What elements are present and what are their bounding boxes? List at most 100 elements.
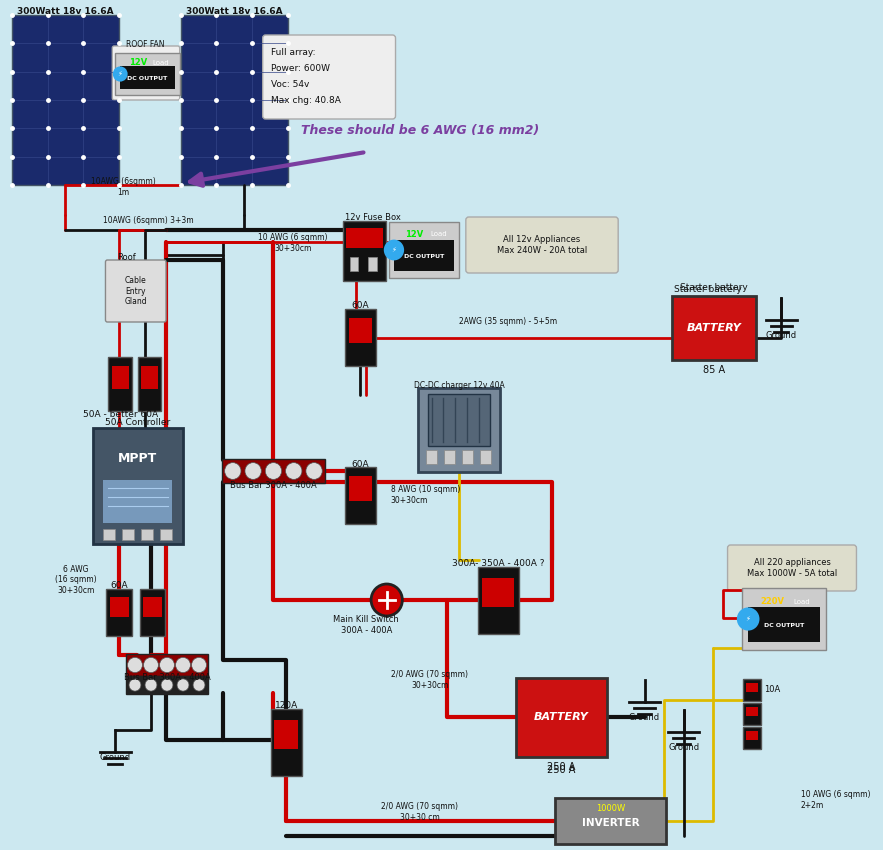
Text: Roof: Roof [117, 252, 136, 262]
FancyBboxPatch shape [140, 589, 165, 636]
FancyBboxPatch shape [160, 529, 172, 540]
Circle shape [127, 657, 142, 672]
Text: 50A - better 60A: 50A - better 60A [82, 410, 158, 418]
FancyBboxPatch shape [746, 707, 758, 716]
FancyBboxPatch shape [343, 221, 386, 281]
Circle shape [145, 679, 157, 691]
Text: 220V: 220V [760, 597, 784, 606]
Text: 60A: 60A [351, 302, 369, 310]
FancyBboxPatch shape [116, 53, 180, 95]
FancyBboxPatch shape [466, 217, 618, 273]
Circle shape [285, 462, 302, 479]
Text: 12V: 12V [129, 58, 147, 67]
FancyBboxPatch shape [480, 450, 491, 464]
Text: Ground: Ground [668, 744, 699, 752]
Text: 2/0 AWG (70 sqmm)
30+30 cm: 2/0 AWG (70 sqmm) 30+30 cm [381, 802, 458, 822]
FancyBboxPatch shape [394, 240, 454, 271]
Circle shape [176, 657, 191, 672]
Text: Load: Load [153, 60, 170, 65]
Circle shape [193, 679, 205, 691]
FancyBboxPatch shape [112, 46, 180, 100]
FancyBboxPatch shape [746, 731, 758, 740]
FancyBboxPatch shape [427, 394, 490, 446]
Text: DC OUTPUT: DC OUTPUT [404, 254, 444, 258]
Text: 10AWG (6sqmm) 3+3m: 10AWG (6sqmm) 3+3m [102, 216, 193, 224]
Text: 1m: 1m [117, 188, 129, 196]
Text: 85 A: 85 A [703, 365, 725, 375]
Text: Starter battery: Starter battery [680, 284, 748, 292]
FancyBboxPatch shape [743, 679, 761, 701]
Text: 2AWG (35 sqmm) - 5+5m: 2AWG (35 sqmm) - 5+5m [459, 318, 557, 326]
Text: BATTERY: BATTERY [686, 323, 741, 333]
Text: 300Watt 18v 16.6A: 300Watt 18v 16.6A [186, 7, 283, 15]
Text: DC-DC charger 12v 40A: DC-DC charger 12v 40A [413, 381, 504, 389]
FancyBboxPatch shape [122, 529, 134, 540]
FancyBboxPatch shape [109, 597, 129, 617]
Text: 10A: 10A [764, 685, 780, 694]
Text: 10 AWG (6 sqmm)
30+30cm: 10 AWG (6 sqmm) 30+30cm [258, 233, 328, 252]
Text: Cable
Entry
Gland: Cable Entry Gland [125, 276, 147, 306]
FancyBboxPatch shape [263, 35, 396, 119]
FancyBboxPatch shape [141, 529, 153, 540]
FancyBboxPatch shape [120, 66, 175, 89]
Circle shape [265, 462, 282, 479]
Circle shape [371, 584, 403, 616]
FancyBboxPatch shape [444, 450, 455, 464]
FancyBboxPatch shape [389, 222, 459, 278]
Text: 10AWG (6sqmm): 10AWG (6sqmm) [91, 177, 155, 185]
FancyBboxPatch shape [105, 260, 166, 322]
FancyBboxPatch shape [111, 366, 129, 389]
Text: 60A: 60A [110, 581, 128, 591]
Circle shape [161, 679, 173, 691]
Text: 12V: 12V [404, 230, 423, 239]
FancyBboxPatch shape [346, 228, 382, 248]
Text: Voc: 54v: Voc: 54v [271, 80, 310, 88]
Circle shape [306, 462, 322, 479]
Text: Power: 600W: Power: 600W [271, 64, 330, 72]
Text: 6 AWG
(16 sqmm)
30+30cm: 6 AWG (16 sqmm) 30+30cm [56, 565, 97, 595]
FancyBboxPatch shape [181, 15, 288, 185]
Text: All 12v Appliances
Max 240W - 20A total: All 12v Appliances Max 240W - 20A total [497, 235, 587, 255]
Text: 50A Controller: 50A Controller [105, 417, 170, 427]
FancyBboxPatch shape [743, 588, 826, 650]
Text: BATTERY: BATTERY [534, 712, 589, 722]
FancyBboxPatch shape [270, 709, 302, 776]
Text: DC OUTPUT: DC OUTPUT [127, 76, 168, 81]
Circle shape [384, 240, 404, 260]
FancyBboxPatch shape [728, 545, 857, 591]
FancyBboxPatch shape [748, 608, 820, 643]
Text: 300Watt 18v 16.6A: 300Watt 18v 16.6A [17, 7, 114, 15]
FancyBboxPatch shape [222, 459, 325, 483]
Circle shape [177, 679, 189, 691]
Circle shape [129, 679, 141, 691]
Text: INVERTER: INVERTER [582, 818, 639, 828]
Circle shape [160, 657, 175, 672]
FancyBboxPatch shape [516, 678, 608, 757]
Text: Bus Bar 300A - 400A: Bus Bar 300A - 400A [230, 480, 317, 490]
FancyBboxPatch shape [109, 357, 132, 411]
Circle shape [192, 657, 207, 672]
FancyBboxPatch shape [138, 357, 161, 411]
FancyBboxPatch shape [743, 703, 761, 725]
Text: Load: Load [794, 598, 810, 604]
FancyBboxPatch shape [350, 257, 358, 271]
FancyBboxPatch shape [555, 798, 666, 844]
FancyBboxPatch shape [418, 388, 500, 472]
FancyBboxPatch shape [126, 676, 208, 694]
Text: Max chg: 40.8A: Max chg: 40.8A [271, 95, 342, 105]
FancyBboxPatch shape [462, 450, 473, 464]
Text: Ground: Ground [629, 713, 660, 722]
Text: DC OUTPUT: DC OUTPUT [764, 623, 804, 628]
FancyBboxPatch shape [344, 309, 376, 366]
Text: 250 A: 250 A [547, 765, 576, 775]
Text: All 220 appliances
Max 1000W - 5A total: All 220 appliances Max 1000W - 5A total [747, 558, 837, 578]
Text: ⚡: ⚡ [117, 71, 123, 77]
Text: Starter battery: Starter battery [674, 286, 742, 294]
FancyBboxPatch shape [368, 257, 376, 271]
Circle shape [144, 657, 158, 672]
Text: Ground: Ground [766, 331, 796, 339]
Text: 250 A: 250 A [547, 762, 576, 772]
Text: 1000W: 1000W [596, 804, 625, 813]
Text: 8 AWG (10 sqmm)
30+30cm: 8 AWG (10 sqmm) 30+30cm [390, 485, 460, 505]
Circle shape [736, 608, 759, 631]
